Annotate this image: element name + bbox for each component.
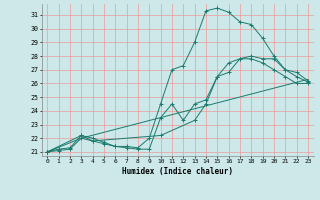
X-axis label: Humidex (Indice chaleur): Humidex (Indice chaleur) bbox=[122, 167, 233, 176]
